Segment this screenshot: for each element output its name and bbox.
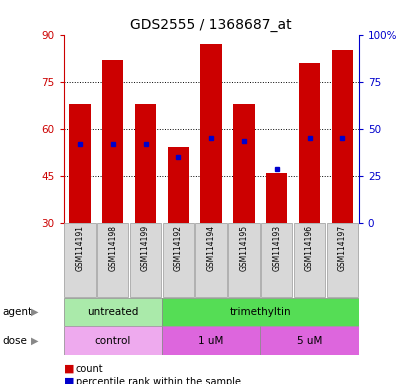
Text: 5 uM: 5 uM [296, 336, 321, 346]
Bar [162, 326, 260, 355]
Bar [102, 60, 123, 223]
Text: trimethyltin: trimethyltin [229, 307, 290, 317]
Text: GSM114196: GSM114196 [304, 225, 313, 271]
Bar [135, 104, 156, 223]
FancyBboxPatch shape [64, 223, 95, 297]
FancyBboxPatch shape [162, 223, 193, 297]
Text: GSM114195: GSM114195 [239, 225, 248, 271]
Bar [331, 50, 352, 223]
Title: GDS2555 / 1368687_at: GDS2555 / 1368687_at [130, 18, 291, 32]
Bar [63, 326, 162, 355]
Bar [298, 63, 319, 223]
Text: count: count [76, 364, 103, 374]
Text: dose: dose [2, 336, 27, 346]
Bar [63, 298, 162, 326]
Bar [69, 104, 90, 223]
Text: ■: ■ [63, 364, 74, 374]
Text: 1 uM: 1 uM [198, 336, 223, 346]
FancyBboxPatch shape [130, 223, 161, 297]
Text: ▶: ▶ [31, 307, 38, 317]
Text: ▶: ▶ [31, 336, 38, 346]
Text: GSM114197: GSM114197 [337, 225, 346, 271]
Text: GSM114192: GSM114192 [173, 225, 182, 271]
FancyBboxPatch shape [326, 223, 357, 297]
Text: ■: ■ [63, 377, 74, 384]
FancyBboxPatch shape [228, 223, 259, 297]
FancyBboxPatch shape [261, 223, 292, 297]
Text: GSM114194: GSM114194 [206, 225, 215, 271]
Bar [233, 104, 254, 223]
Bar [167, 147, 189, 223]
Bar [162, 298, 358, 326]
Bar [265, 172, 287, 223]
Text: GSM114193: GSM114193 [272, 225, 281, 271]
Text: percentile rank within the sample: percentile rank within the sample [76, 377, 240, 384]
FancyBboxPatch shape [97, 223, 128, 297]
Bar [200, 44, 221, 223]
Text: agent: agent [2, 307, 32, 317]
Bar [260, 326, 358, 355]
Text: GSM114191: GSM114191 [75, 225, 84, 271]
Text: control: control [94, 336, 130, 346]
Text: untreated: untreated [87, 307, 138, 317]
FancyBboxPatch shape [195, 223, 226, 297]
FancyBboxPatch shape [293, 223, 324, 297]
Text: GSM114199: GSM114199 [141, 225, 150, 271]
Text: GSM114198: GSM114198 [108, 225, 117, 271]
